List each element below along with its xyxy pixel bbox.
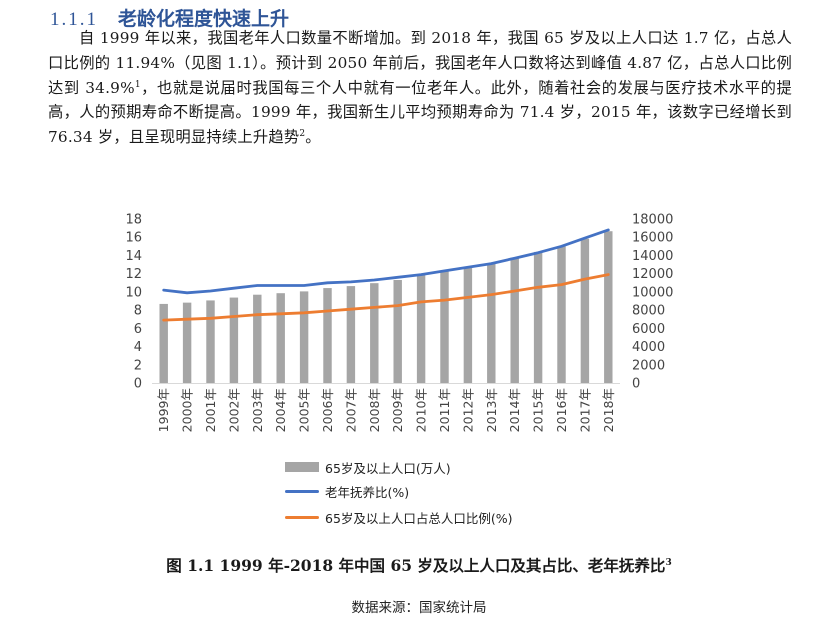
right-axis-tick-label: 0 xyxy=(632,377,640,392)
bar-mark xyxy=(416,274,426,383)
x-axis-tick-label: 2012年 xyxy=(460,388,475,432)
bar-mark xyxy=(370,283,379,383)
bar-mark xyxy=(253,294,262,383)
left-axis-tick-label: 6 xyxy=(134,322,142,337)
bar-mark xyxy=(323,288,332,383)
legend-item-bars: 65岁及以上人口(万人) xyxy=(285,457,451,477)
x-axis-tick-label: 2015年 xyxy=(531,388,546,432)
right-axis-tick-label: 2000 xyxy=(632,358,665,373)
right-axis-tick-label: 10000 xyxy=(632,285,673,300)
x-axis-tick-label: 2014年 xyxy=(507,388,522,432)
caption-footnote-ref[interactable]: 3 xyxy=(665,557,672,568)
right-axis-tick-label: 18000 xyxy=(632,213,673,228)
paragraph-text-1: 自 1999 年以来，我国老年人口数量不断增加。到 2018 年，我国 65 岁… xyxy=(48,29,792,97)
footnote-ref-2[interactable]: 2 xyxy=(299,129,306,140)
bar-mark xyxy=(580,238,590,383)
footnote-ref-1[interactable]: 1 xyxy=(134,79,141,90)
legend-label-blue-line: 老年抚养比(%) xyxy=(325,484,410,500)
legend-swatch-orange-line xyxy=(285,515,319,519)
right-axis-tick-label: 16000 xyxy=(632,231,673,246)
x-axis-tick-label: 2005年 xyxy=(297,388,312,432)
x-axis-tick-label: 2002年 xyxy=(226,388,241,432)
section-heading: 1.1.1 老龄化程度快速上升 xyxy=(50,4,289,31)
legend-item-blue-line: 老年抚养比(%) xyxy=(285,481,409,501)
bar-mark xyxy=(557,246,566,383)
left-axis-tick-label: 4 xyxy=(134,340,142,355)
left-axis-tick-label: 2 xyxy=(134,358,142,373)
x-axis-tick-label: 2017年 xyxy=(577,388,592,432)
bar-mark xyxy=(182,302,192,383)
bar-mark xyxy=(463,267,473,383)
x-axis-tick-label: 2018年 xyxy=(601,388,616,432)
legend-item-orange-line: 65岁及以上人口占总人口比例(%) xyxy=(285,507,513,527)
section-title: 老龄化程度快速上升 xyxy=(118,8,290,30)
bar-mark xyxy=(229,297,239,383)
bar-mark xyxy=(299,291,309,383)
x-axis-tick-label: 2001年 xyxy=(203,388,218,432)
legend-label-bars: 65岁及以上人口(万人) xyxy=(325,460,451,476)
left-axis-tick-label: 16 xyxy=(125,231,142,246)
bar-mark xyxy=(510,257,519,383)
paragraph-text-2: ，也就是说届时我国每三个人中就有一位老年人。此外，随着社会的发展与医疗技术水平的… xyxy=(48,78,792,147)
series-line-dependency-ratio xyxy=(162,228,610,295)
x-axis-tick-label: 1999年 xyxy=(156,388,171,432)
x-axis-tick-label: 2008年 xyxy=(367,388,382,432)
right-axis-tick-label: 6000 xyxy=(632,322,665,337)
x-axis-tick-label: 2006年 xyxy=(320,388,335,432)
section-number: 1.1.1 xyxy=(50,9,98,30)
bar-mark xyxy=(440,271,449,383)
right-axis-tick-label: 4000 xyxy=(632,340,665,355)
legend-swatch-bar xyxy=(285,462,319,472)
bar-mark xyxy=(346,286,356,383)
paragraph-text-3: 。 xyxy=(305,128,321,147)
x-axis-tick-label: 2003年 xyxy=(250,388,265,432)
left-axis-tick-label: 18 xyxy=(125,213,142,228)
figure-caption: 图 1.1 1999 年-2018 年中国 65 岁及以上人口及其占比、老年抚养… xyxy=(0,554,838,576)
bar-mark xyxy=(159,303,168,383)
bar-mark xyxy=(393,279,402,383)
x-axis-tick-label: 2004年 xyxy=(273,388,288,432)
x-axis-tick-label: 2007年 xyxy=(343,388,358,432)
body-paragraph: 自 1999 年以来，我国老年人口数量不断增加。到 2018 年，我国 65 岁… xyxy=(48,26,792,150)
x-axis-tick-label: 2013年 xyxy=(484,388,499,432)
bar-mark xyxy=(487,263,496,383)
x-axis-tick-label: 2011年 xyxy=(437,388,452,432)
left-axis-tick-label: 0 xyxy=(134,377,142,392)
legend-swatch-blue-line xyxy=(285,489,319,493)
bar-mark xyxy=(533,251,543,383)
series-line-elderly-share xyxy=(162,273,610,322)
data-source: 数据来源：国家统计局 xyxy=(351,600,487,616)
left-axis-tick-label: 14 xyxy=(125,249,142,264)
bar-mark xyxy=(276,293,285,383)
bar-mark xyxy=(604,231,613,383)
left-axis-tick-label: 8 xyxy=(134,304,142,319)
bar-mark xyxy=(206,300,215,383)
right-axis-tick-label: 12000 xyxy=(632,267,673,282)
x-axis-tick-label: 2010年 xyxy=(414,388,429,432)
left-axis-tick-label: 12 xyxy=(125,267,142,282)
x-axis-tick-label: 2016年 xyxy=(554,388,569,432)
right-axis-tick-label: 8000 xyxy=(632,304,665,319)
x-axis-tick-label: 2009年 xyxy=(390,388,405,432)
right-axis-tick-label: 14000 xyxy=(632,249,673,264)
caption-text: 图 1.1 1999 年-2018 年中国 65 岁及以上人口及其占比、老年抚养… xyxy=(166,556,666,575)
legend-label-orange-line: 65岁及以上人口占总人口比例(%) xyxy=(325,510,513,526)
left-axis-tick-label: 10 xyxy=(125,285,142,300)
x-axis-tick-label: 2000年 xyxy=(180,388,195,432)
